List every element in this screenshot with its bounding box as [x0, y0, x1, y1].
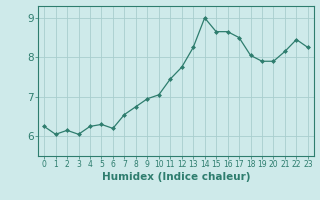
X-axis label: Humidex (Indice chaleur): Humidex (Indice chaleur)	[102, 172, 250, 182]
